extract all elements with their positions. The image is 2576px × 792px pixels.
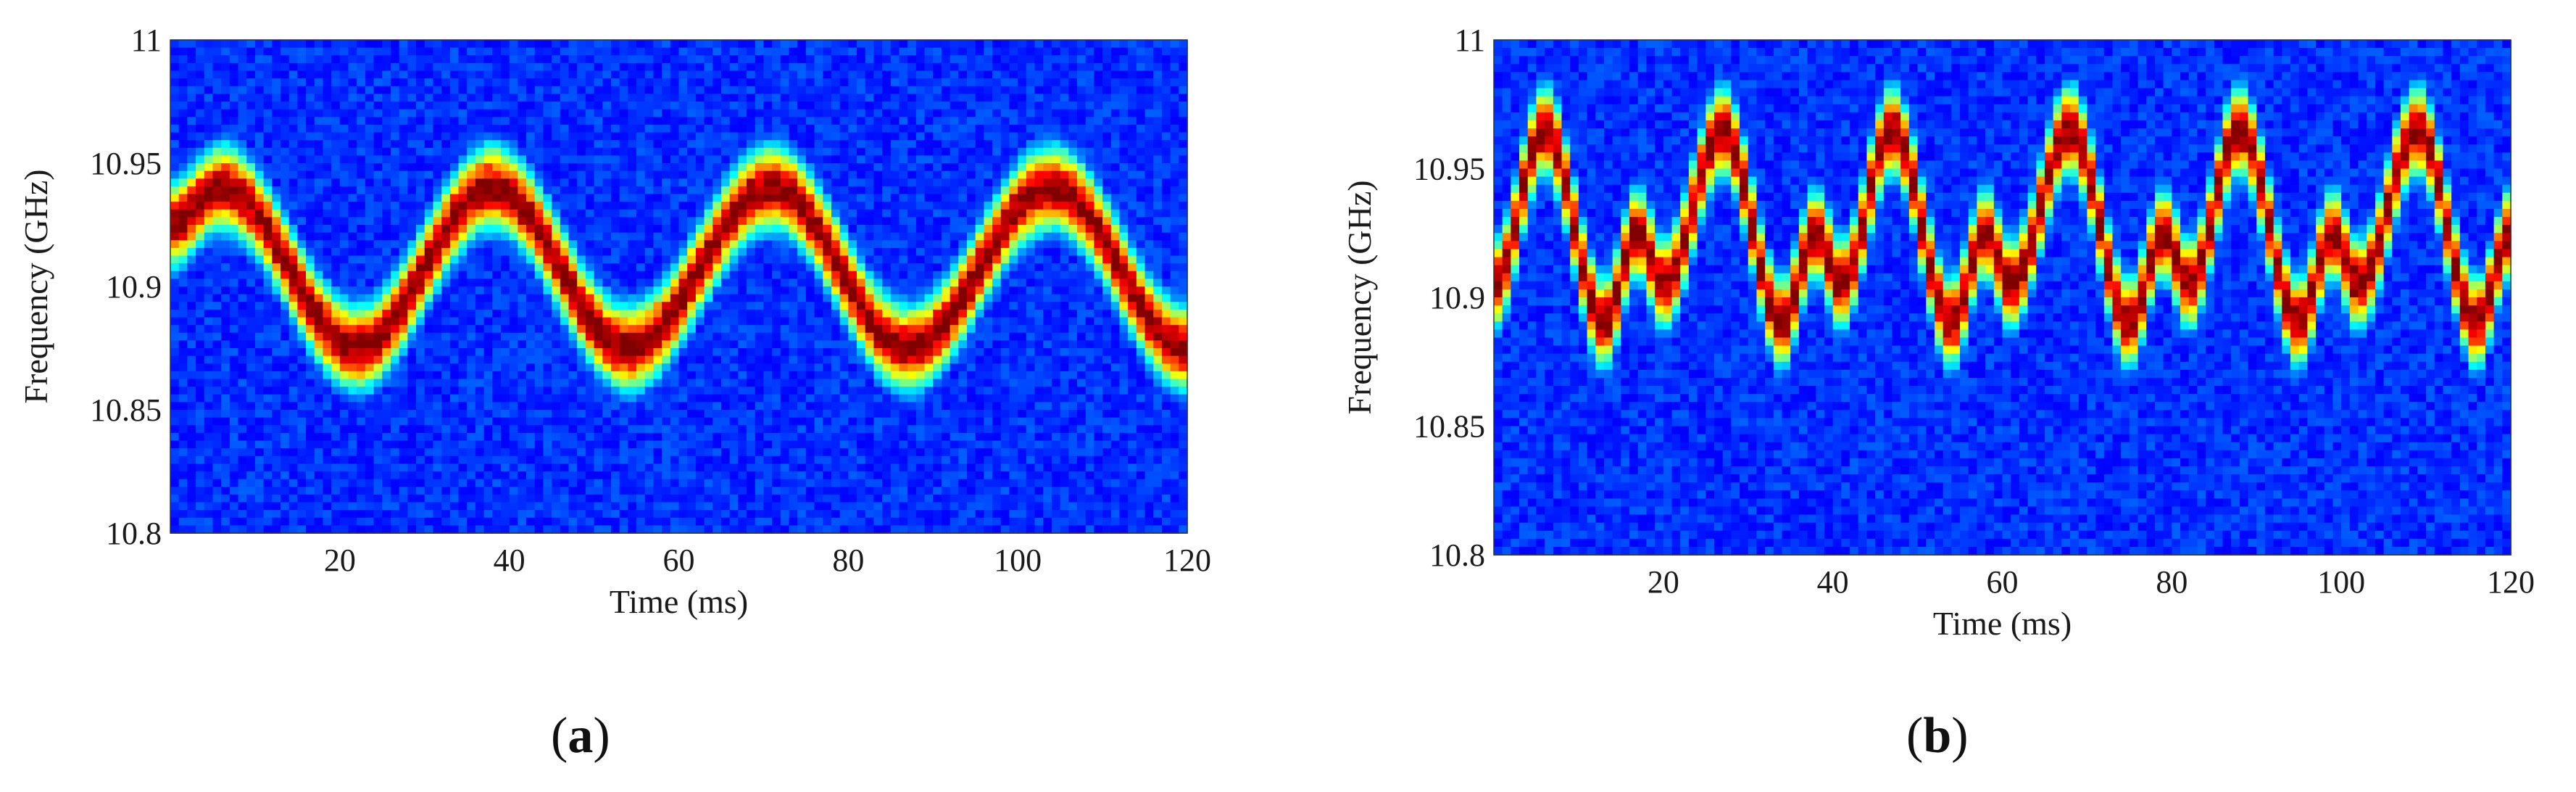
chart-a-heatmap-cells: [170, 40, 1188, 534]
chart-b-xtick-label: 80: [2156, 564, 2187, 600]
spectrogram-a: 20 40 60 80 100 120 10.8 10.85 10.9 10.95 11 Time (…: [17, 22, 1211, 620]
chart-a-xtick-label: 80: [832, 543, 864, 578]
chart-b-xtick-label: 120: [2487, 564, 2535, 600]
chart-a-xaxis-label: Time (ms): [610, 583, 748, 620]
chart-b-xtick-label: 20: [1648, 564, 1679, 600]
chart-b-plot-frame: [1493, 39, 2511, 556]
panel-b: 20 40 60 80 100 120 10.8 10.85 10.9 10.95 11 Time (…: [1297, 0, 2576, 792]
chart-b-heatmap-cells: [1494, 40, 2511, 556]
panel-a: 20 40 60 80 100 120 10.8 10.85 10.9 10.95 11 Time (…: [0, 0, 1232, 792]
chart-a-xtick-label: 100: [994, 543, 1042, 578]
chart-b-ytick-label: 10.8: [1429, 537, 1485, 573]
chart-a-plot-frame: [170, 39, 1188, 534]
chart-b-xtick-label: 40: [1817, 564, 1849, 600]
chart-a-ytick-label: 10.95: [90, 146, 162, 181]
chart-b-xtick-label: 60: [1987, 564, 2019, 600]
chart-a-xtick-label: 120: [1163, 543, 1211, 578]
caption-b-letter: b: [1923, 708, 1952, 764]
caption-a: (a): [551, 708, 610, 764]
chart-a-xtick-label: 40: [494, 543, 525, 578]
caption-b: (b): [1906, 708, 1969, 764]
chart-b-xtick-label: 100: [2317, 564, 2365, 600]
chart-b-ytick-label: 10.85: [1413, 409, 1485, 445]
spectrogram-b: 20 40 60 80 100 120 10.8 10.85 10.9 10.95 11 Time (…: [1341, 22, 2535, 642]
chart-a-xtick-label: 60: [663, 543, 695, 578]
chart-b-yaxis-label: Frequency (GHz): [1341, 180, 1378, 414]
chart-b-xaxis-label: Time (ms): [1933, 605, 2072, 642]
chart-a-yaxis-label: Frequency (GHz): [17, 169, 54, 403]
chart-a-ytick-label: 10.8: [106, 516, 162, 551]
chart-a-ytick-label: 10.9: [106, 269, 162, 305]
chart-b-ytick-label: 10.95: [1413, 152, 1485, 187]
chart-a-ytick-label: 11: [131, 22, 162, 58]
chart-a-xtick-label: 20: [324, 543, 356, 578]
caption-a-letter: a: [568, 708, 594, 764]
chart-a-ytick-label: 10.85: [90, 392, 162, 428]
chart-b-ytick-label: 11: [1455, 22, 1485, 58]
chart-b-ytick-label: 10.9: [1429, 280, 1485, 315]
